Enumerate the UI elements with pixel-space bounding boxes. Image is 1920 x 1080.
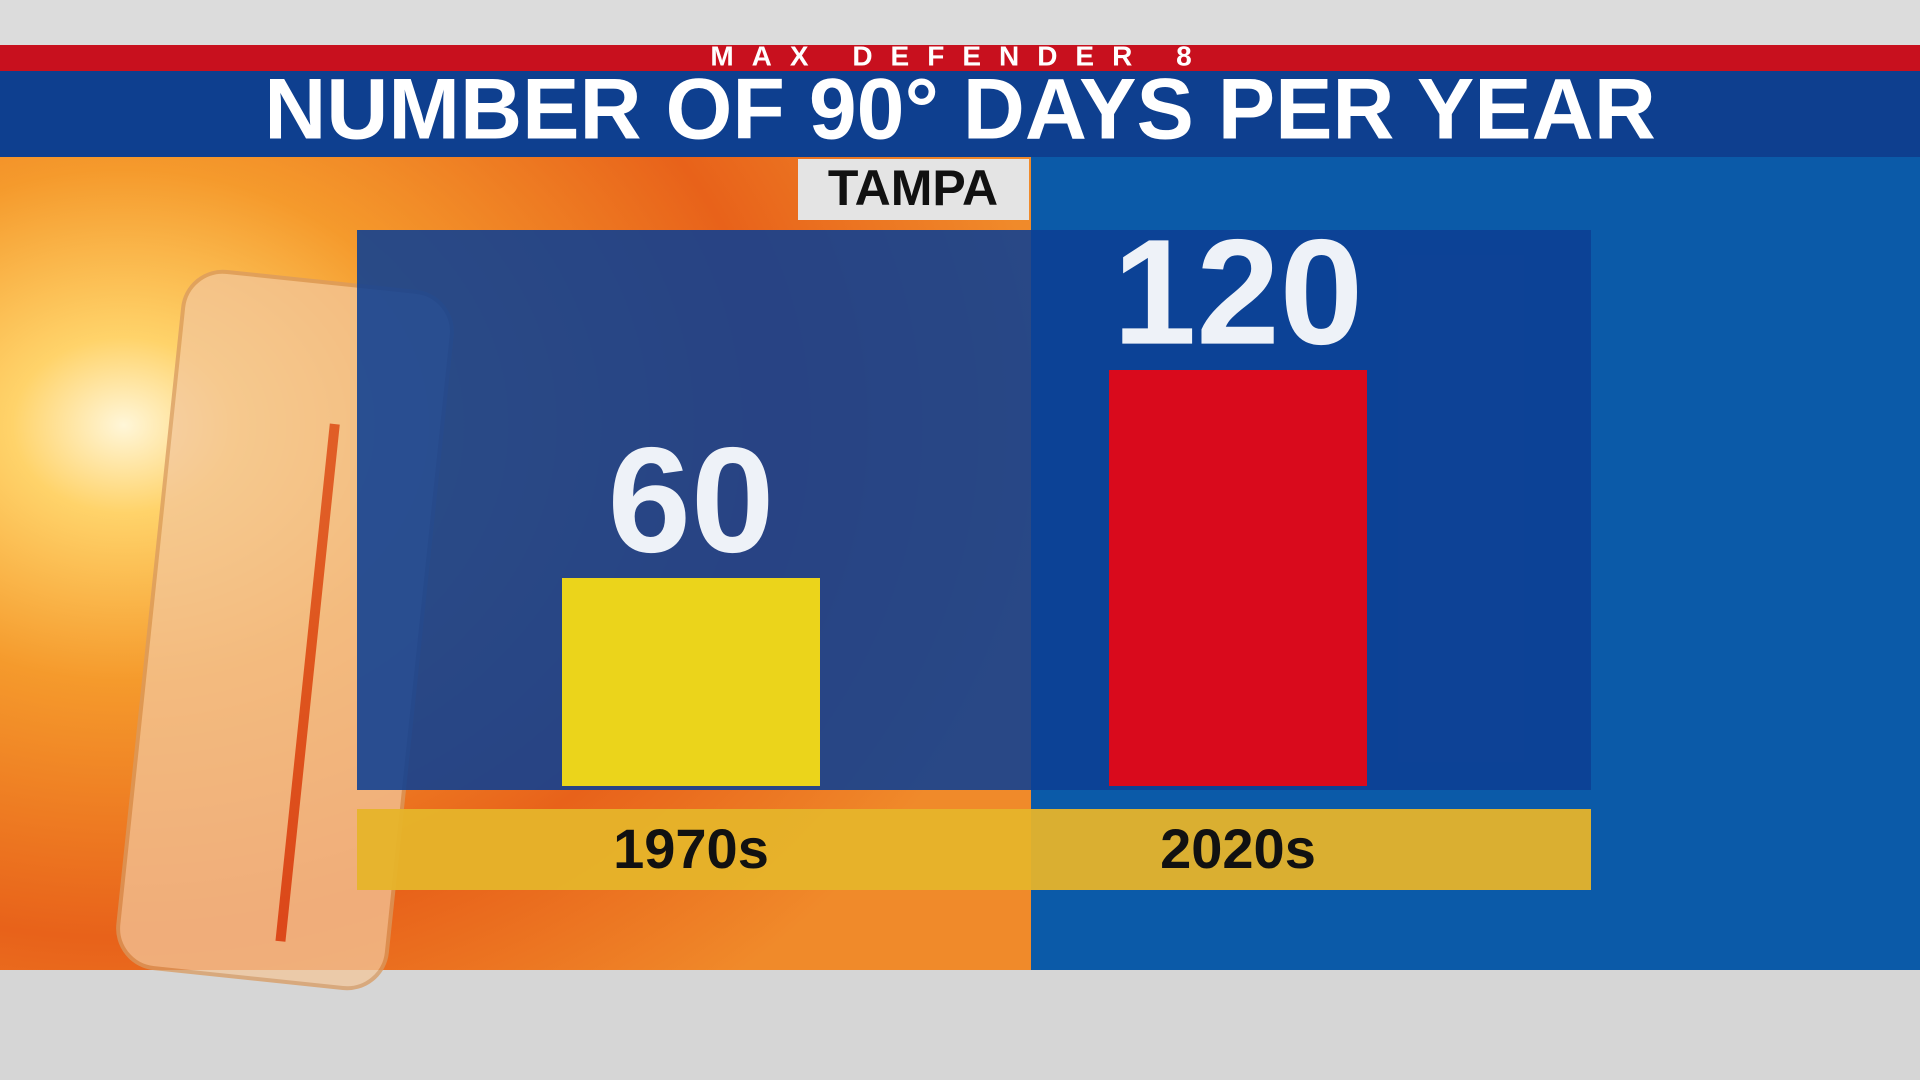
category-band	[357, 809, 1591, 890]
title-band	[0, 71, 1920, 157]
x-tick-label: 1970s	[613, 817, 769, 880]
bar	[562, 578, 820, 786]
bottom-strip	[0, 970, 1920, 1080]
header: MAX DEFENDER 8	[710, 40, 1209, 71]
chart-title: NUMBER OF 90° DAYS PER YEAR	[264, 62, 1656, 158]
bar	[1109, 370, 1367, 786]
top-strip	[0, 0, 1920, 45]
subtitle: TAMPA	[828, 160, 998, 216]
chart-panel	[357, 230, 1591, 790]
data-label: 120	[1113, 208, 1363, 376]
x-tick-label: 2020s	[1160, 817, 1316, 880]
data-label: 60	[608, 416, 775, 584]
header-band	[0, 45, 1920, 71]
subtitle-box	[798, 159, 1029, 220]
